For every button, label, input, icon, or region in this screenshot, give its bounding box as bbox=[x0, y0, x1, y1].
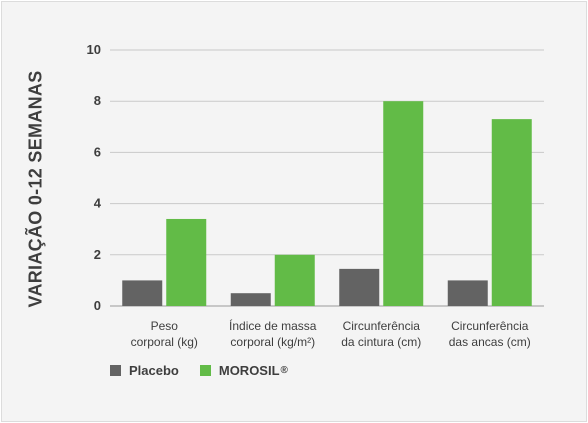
bar-morosil bbox=[491, 119, 532, 307]
y-tick-label: 6 bbox=[94, 144, 101, 159]
y-tick-label: 0 bbox=[94, 298, 101, 313]
y-tick-label: 8 bbox=[94, 93, 101, 108]
morosil-swatch bbox=[199, 365, 211, 376]
y-tick-label: 2 bbox=[94, 247, 101, 262]
y-tick-label: 4 bbox=[94, 196, 102, 211]
bar-morosil bbox=[274, 254, 315, 306]
legend-item-morosil: MOROSIL ® bbox=[199, 363, 288, 378]
registered-mark: ® bbox=[280, 365, 288, 376]
bar-placebo bbox=[339, 268, 380, 306]
legend-label-placebo: Placebo bbox=[129, 363, 179, 378]
bar-morosil bbox=[383, 101, 424, 306]
y-axis-label: VARIAÇÃO 0-12 SEMANAS bbox=[25, 70, 46, 308]
legend-item-placebo: Placebo bbox=[110, 363, 179, 378]
bar-placebo bbox=[447, 280, 488, 306]
x-tick-label: Circunferência das ancas (cm) bbox=[449, 319, 531, 349]
bar-placebo bbox=[230, 293, 271, 306]
bar-placebo bbox=[122, 280, 163, 306]
x-tick-label: Índice de massa corporal (kg/m²) bbox=[229, 318, 317, 349]
legend: Placebo MOROSIL ® bbox=[110, 363, 309, 378]
bar-morosil bbox=[166, 218, 207, 306]
legend-label-morosil: MOROSIL bbox=[218, 363, 280, 378]
placebo-swatch bbox=[110, 365, 121, 376]
x-tick-label: Circunferência da cintura (cm) bbox=[341, 319, 421, 349]
x-tick-label: Peso corporal (kg) bbox=[131, 319, 198, 349]
y-tick-label: 10 bbox=[87, 42, 101, 57]
